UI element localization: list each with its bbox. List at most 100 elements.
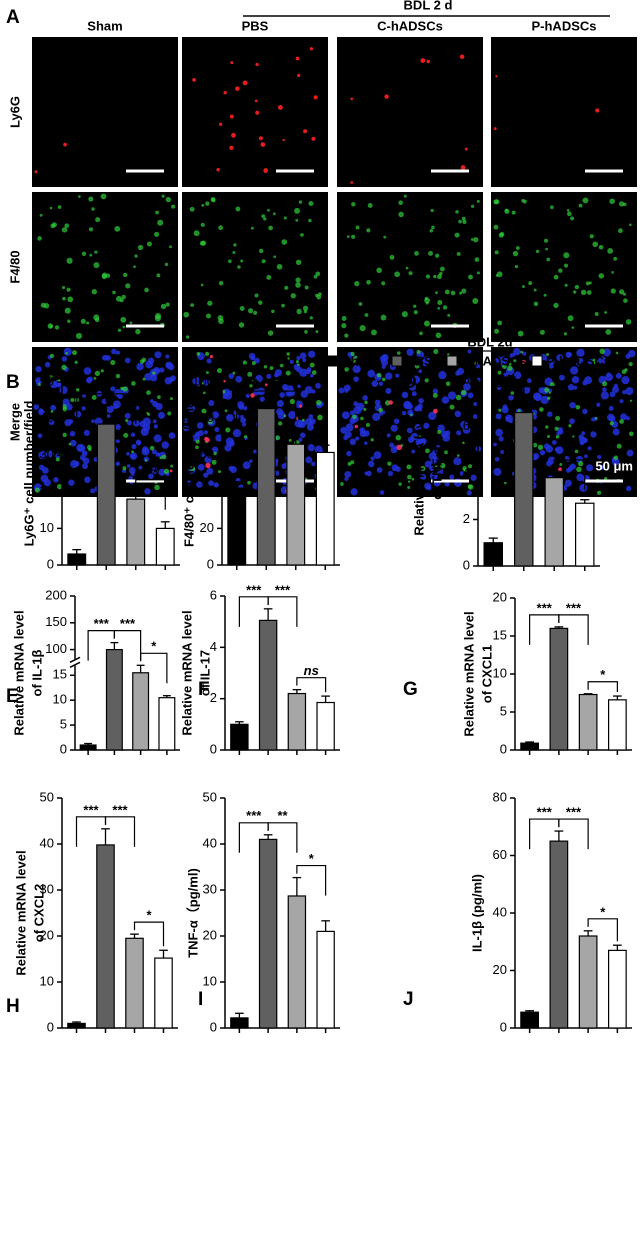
- y-tick-label: 2: [210, 690, 217, 705]
- cell-signal: [494, 250, 499, 255]
- cell-signal: [253, 449, 257, 454]
- cell-signal: [200, 283, 204, 287]
- significance-bracket: [267, 822, 298, 853]
- cell-signal: [116, 295, 122, 302]
- cell-signal: [350, 488, 358, 496]
- cell-signal: [464, 147, 468, 151]
- cell-signal: [56, 484, 63, 490]
- cell-signal: [274, 379, 278, 383]
- cell-signal: [396, 351, 401, 355]
- significance-bracket: [267, 596, 298, 627]
- y-axis-label: Relative mRNA level: [11, 610, 26, 735]
- cell-signal: [281, 239, 288, 245]
- cell-signal: [350, 460, 355, 465]
- cell-signal: [216, 167, 220, 172]
- cell-signal: [245, 393, 250, 399]
- cell-signal: [75, 388, 80, 392]
- cell-signal: [255, 110, 260, 115]
- cell-signal: [87, 376, 93, 382]
- cell-signal: [133, 265, 136, 269]
- significance-label: ***: [143, 465, 159, 480]
- bar: [96, 423, 116, 566]
- cell-signal: [604, 476, 608, 481]
- cell-signal: [281, 303, 285, 308]
- cell-signal: [247, 371, 253, 377]
- cell-signal: [238, 404, 245, 410]
- cell-signal: [406, 427, 413, 434]
- panel-letter: C: [198, 372, 212, 393]
- micrograph-background: [337, 37, 483, 187]
- cell-signal: [68, 419, 74, 424]
- cell-signal: [493, 442, 497, 447]
- cell-signal: [616, 443, 622, 449]
- cell-signal: [295, 56, 300, 61]
- cell-signal: [387, 470, 394, 477]
- cell-signal: [604, 311, 607, 314]
- cell-signal: [230, 61, 234, 65]
- cell-signal: [547, 434, 551, 439]
- y-tick-label: 30: [40, 881, 54, 896]
- cell-signal: [577, 356, 584, 363]
- cell-signal: [455, 210, 459, 214]
- cell-signal: [338, 387, 345, 394]
- cell-signal: [581, 431, 586, 436]
- cell-signal: [153, 434, 162, 443]
- cell-signal: [456, 454, 460, 457]
- cell-signal: [67, 319, 71, 323]
- significance-label: ***: [566, 805, 582, 820]
- cell-signal: [426, 59, 431, 64]
- significance-bracket: [296, 677, 327, 693]
- cell-signal: [556, 354, 564, 362]
- cell-signal: [240, 259, 244, 263]
- y-tick-label: 0: [60, 741, 67, 756]
- cell-signal: [253, 310, 258, 315]
- cell-signal: [344, 476, 349, 481]
- cell-signal: [376, 267, 382, 274]
- cell-signal: [154, 368, 161, 375]
- y-tick-label: 30: [40, 447, 54, 462]
- cell-signal: [57, 205, 62, 209]
- row-label: F4/80: [7, 250, 22, 283]
- cell-signal: [171, 204, 176, 209]
- cell-signal: [214, 426, 220, 433]
- cell-signal: [344, 333, 349, 338]
- cell-signal: [609, 421, 614, 426]
- cell-signal: [610, 288, 616, 294]
- micrograph: [32, 192, 178, 342]
- legend-swatch: [446, 355, 458, 367]
- cell-signal: [533, 288, 537, 292]
- cell-signal: [385, 387, 392, 394]
- cell-signal: [501, 406, 509, 414]
- cell-signal: [299, 432, 306, 439]
- cell-signal: [620, 413, 628, 421]
- cell-signal: [203, 430, 208, 435]
- cell-signal: [123, 432, 129, 438]
- cell-signal: [261, 214, 266, 218]
- cell-signal: [272, 212, 276, 216]
- cell-signal: [548, 358, 555, 365]
- cell-signal: [185, 335, 190, 339]
- cell-signal: [571, 375, 580, 384]
- cell-signal: [513, 359, 517, 363]
- cell-signal: [204, 455, 212, 464]
- cell-signal: [558, 467, 562, 472]
- cell-signal: [190, 303, 195, 307]
- cell-signal: [467, 484, 472, 489]
- cell-signal: [470, 238, 474, 241]
- significance-label: **: [534, 372, 545, 387]
- y-axis-label: of CXCL1: [479, 645, 494, 704]
- cell-signal: [435, 291, 438, 295]
- cell-signal: [372, 412, 381, 422]
- cell-signal: [605, 373, 614, 382]
- y-tick-label: 20: [203, 927, 217, 942]
- cell-signal: [247, 308, 254, 314]
- cell-signal: [205, 371, 209, 375]
- cell-signal: [258, 300, 263, 305]
- cell-signal: [376, 467, 383, 473]
- cell-signal: [429, 471, 438, 480]
- cell-signal: [566, 208, 570, 212]
- cell-signal: [367, 369, 376, 378]
- cell-signal: [534, 393, 542, 402]
- cell-signal: [587, 446, 592, 451]
- cell-signal: [578, 203, 583, 208]
